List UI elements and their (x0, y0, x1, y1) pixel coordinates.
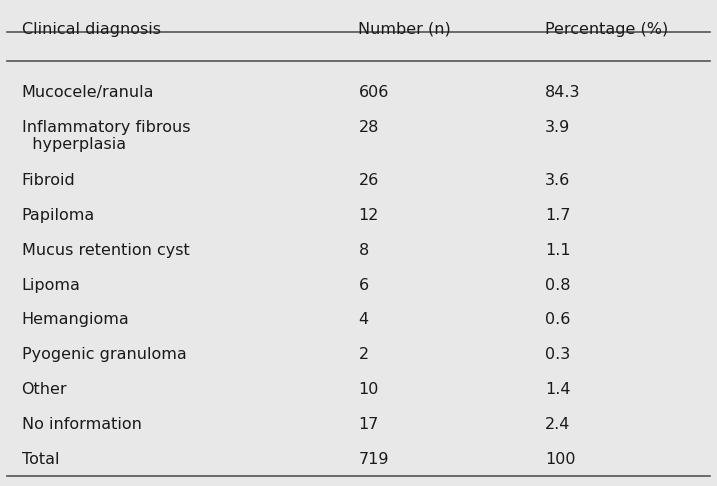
Text: 2: 2 (358, 347, 369, 363)
Text: Clinical diagnosis: Clinical diagnosis (22, 22, 161, 37)
Text: 1.1: 1.1 (545, 243, 571, 258)
Text: 10: 10 (358, 382, 379, 398)
Text: 1.7: 1.7 (545, 208, 571, 223)
Text: Number (n): Number (n) (358, 22, 451, 37)
Text: 0.8: 0.8 (545, 278, 571, 293)
Text: 3.9: 3.9 (545, 120, 570, 135)
Text: 26: 26 (358, 173, 379, 188)
Text: 606: 606 (358, 85, 389, 100)
Text: Mucocele/ranula: Mucocele/ranula (22, 85, 154, 100)
Text: 719: 719 (358, 452, 389, 468)
Text: Lipoma: Lipoma (22, 278, 80, 293)
Text: 4: 4 (358, 312, 369, 328)
Text: 3.6: 3.6 (545, 173, 570, 188)
Text: Pyogenic granuloma: Pyogenic granuloma (22, 347, 186, 363)
Text: 0.3: 0.3 (545, 347, 570, 363)
Text: Inflammatory fibrous
  hyperplasia: Inflammatory fibrous hyperplasia (22, 120, 190, 153)
Text: 100: 100 (545, 452, 576, 468)
Text: Total: Total (22, 452, 59, 468)
Text: 1.4: 1.4 (545, 382, 571, 398)
Text: 28: 28 (358, 120, 379, 135)
Text: No information: No information (22, 417, 141, 433)
Text: 17: 17 (358, 417, 379, 433)
Text: Fibroid: Fibroid (22, 173, 75, 188)
Text: Hemangioma: Hemangioma (22, 312, 129, 328)
Text: 0.6: 0.6 (545, 312, 570, 328)
Text: 6: 6 (358, 278, 369, 293)
Text: 84.3: 84.3 (545, 85, 581, 100)
Text: Other: Other (22, 382, 67, 398)
Text: 2.4: 2.4 (545, 417, 570, 433)
Text: Mucus retention cyst: Mucus retention cyst (22, 243, 189, 258)
Text: Percentage (%): Percentage (%) (545, 22, 668, 37)
Text: 8: 8 (358, 243, 369, 258)
Text: 12: 12 (358, 208, 379, 223)
Text: Papiloma: Papiloma (22, 208, 95, 223)
